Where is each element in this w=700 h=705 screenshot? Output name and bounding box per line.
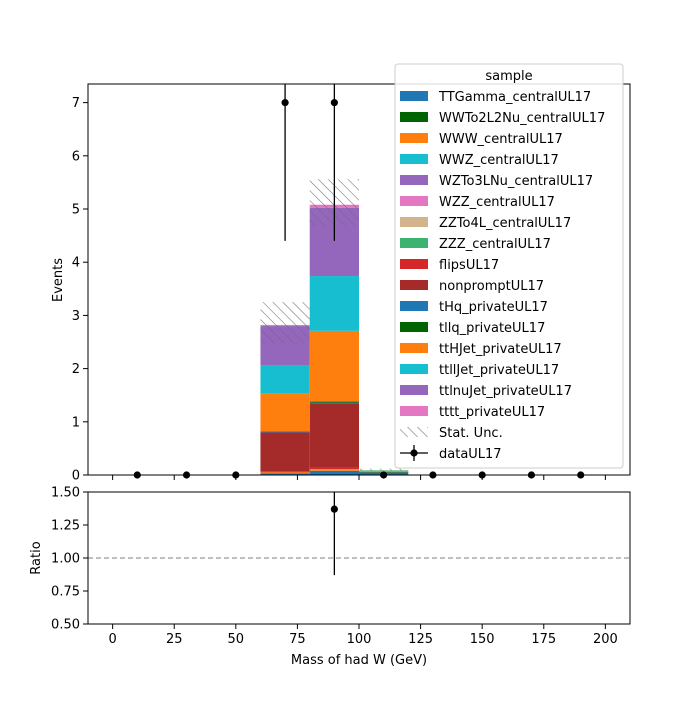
main-x-ticks: [112, 475, 606, 480]
main-y-tick-label: 3: [72, 309, 80, 324]
legend-label: tHq_privateUL17: [439, 300, 548, 315]
data-point-3: [281, 99, 289, 107]
bar-TTGamma_centralUL17-bin-4: [309, 470, 359, 475]
bar-ttllJet_privateUL17-bin-3: [260, 365, 310, 394]
legend-swatch-ttHJet_privateUL17: [400, 343, 428, 353]
legend-swatch-tttt_privateUL17: [400, 406, 428, 416]
bar-tHq_privateUL17-bin-3: [260, 431, 310, 433]
legend-label: tttt_privateUL17: [439, 405, 545, 420]
legend-label: WWZ_centralUL17: [439, 153, 559, 168]
main-y-tick-label: 5: [72, 203, 80, 218]
legend-label: WZTo3LNu_centralUL17: [439, 174, 593, 189]
ratio-y-tick-label: 1.00: [51, 552, 80, 567]
bar-nonpromptUL17-bin-4: [309, 403, 359, 468]
legend-label: nonpromptUL17: [439, 279, 544, 294]
legend-swatch-WWZ_centralUL17: [400, 154, 428, 164]
ratio-y-axis-label: Ratio: [29, 541, 44, 574]
bar-tllq_privateUL17-bin-3: [260, 431, 310, 432]
legend-label: flipsUL17: [439, 258, 499, 273]
legend-swatch-nonpromptUL17: [400, 280, 428, 290]
legend-label: ZZTo4L_centralUL17: [439, 216, 571, 231]
legend-label: ttllJet_privateUL17: [439, 363, 559, 378]
legend-swatch-stat-unc: [400, 427, 428, 437]
main-y-tick-label: 1: [72, 415, 80, 430]
x-tick-label: 25: [166, 632, 183, 647]
bar-tllq_privateUL17-bin-4: [309, 401, 359, 403]
legend-frame: [394, 63, 624, 469]
x-tick-label: 175: [531, 632, 556, 647]
ratio-point-0: [330, 505, 338, 513]
legend-label: ttHJet_privateUL17: [439, 342, 562, 357]
legend-label: TTGamma_centralUL17: [438, 90, 591, 105]
main-y-tick-label: 7: [72, 96, 80, 111]
ratio-y-tick-label: 0.50: [51, 618, 80, 633]
legend-swatch-tllq_privateUL17: [400, 322, 428, 332]
bar-WWZ_centralUL17-bin-4: [309, 469, 359, 470]
bar-ttHJet_privateUL17-bin-4: [309, 330, 359, 402]
ratio-y-tick-label: 0.75: [51, 585, 80, 600]
legend-label: ttlnuJet_privateUL17: [439, 384, 572, 399]
data-point-4: [330, 99, 338, 107]
stat-unc-bin-3: [260, 302, 310, 344]
bar-ttHJet_privateUL17-bin-3: [260, 393, 310, 432]
legend-swatch-flipsUL17: [400, 259, 428, 269]
legend-label: WWW_centralUL17: [439, 132, 563, 147]
legend: sample TTGamma_centralUL17 WWTo2L2Nu_cent…: [394, 63, 624, 469]
stat-unc-bin-5: [359, 468, 409, 471]
x-axis-label: Mass of had W (GeV): [291, 653, 427, 668]
main-y-tick-label: 4: [72, 256, 80, 271]
ratio-y-ticks: 0.50 0.75 1.00 1.25 1.50: [51, 486, 88, 633]
legend-label: dataUL17: [439, 447, 502, 462]
bar-WWW_centralUL17-bin-4: [309, 469, 359, 471]
ratio-points: [330, 492, 338, 576]
x-tick-label: 75: [289, 632, 306, 647]
ratio-x-ticks: 0 25 50 75 100 125 150 175 200: [108, 624, 618, 647]
ratio-y-tick-label: 1.25: [51, 519, 80, 534]
legend-label: Stat. Unc.: [439, 426, 503, 441]
bar-ZZTo4L_centralUL17-bin-5: [359, 470, 409, 472]
main-y-tick-label: 2: [72, 362, 80, 377]
ratio-y-tick-label: 1.50: [51, 486, 80, 501]
bar-ttllJet_privateUL17-bin-4: [309, 276, 359, 331]
bar-flipsUL17-bin-4: [309, 467, 359, 470]
bar-tHq_privateUL17-bin-4: [309, 402, 359, 404]
legend-swatch-WWTo2L2Nu_centralUL17: [400, 112, 428, 122]
bar-nonpromptUL17-bin-3: [260, 432, 310, 472]
bar-WWW_centralUL17-bin-3: [260, 472, 310, 474]
legend-data-marker: [410, 449, 418, 457]
legend-swatch-WZZ_centralUL17: [400, 196, 428, 206]
legend-label: ZZZ_centralUL17: [439, 237, 551, 252]
ratio-plot: 0.50 0.75 1.00 1.25 1.50 0 25 50 75 100 125 150 175…: [29, 486, 631, 668]
bar-TTGamma_centralUL17-bin-3: [260, 473, 310, 475]
legend-swatch-WZTo3LNu_centralUL17: [400, 175, 428, 185]
legend-swatch-ttllJet_privateUL17: [400, 364, 428, 374]
legend-swatch-ZZZ_centralUL17: [400, 238, 428, 248]
x-tick-label: 150: [470, 632, 495, 647]
x-tick-label: 50: [228, 632, 245, 647]
main-y-axis-label: Events: [51, 258, 66, 302]
legend-swatch-tHq_privateUL17: [400, 301, 428, 311]
main-y-tick-label: 0: [72, 469, 80, 484]
x-tick-label: 125: [408, 632, 433, 647]
legend-items: TTGamma_centralUL17 WWTo2L2Nu_centralUL17…: [400, 90, 605, 462]
legend-label: tllq_privateUL17: [439, 321, 545, 336]
legend-title: sample: [485, 69, 532, 84]
x-tick-label: 100: [347, 632, 372, 647]
x-tick-label: 0: [108, 632, 116, 647]
x-tick-label: 200: [593, 632, 618, 647]
legend-label: WZZ_centralUL17: [439, 195, 555, 210]
legend-swatch-ttlnuJet_privateUL17: [400, 385, 428, 395]
main-y-tick-label: 6: [72, 149, 80, 164]
main-plot: 0 1 2 3 4 5 6 7 Events: [51, 83, 631, 484]
legend-swatch-TTGamma_centralUL17: [400, 91, 428, 101]
legend-swatch-WWW_centralUL17: [400, 133, 428, 143]
main-y-ticks: 0 1 2 3 4 5 6 7: [72, 96, 88, 484]
legend-swatch-ZZTo4L_centralUL17: [400, 217, 428, 227]
legend-label: WWTo2L2Nu_centralUL17: [439, 111, 605, 126]
bar-flipsUL17-bin-3: [260, 471, 310, 473]
